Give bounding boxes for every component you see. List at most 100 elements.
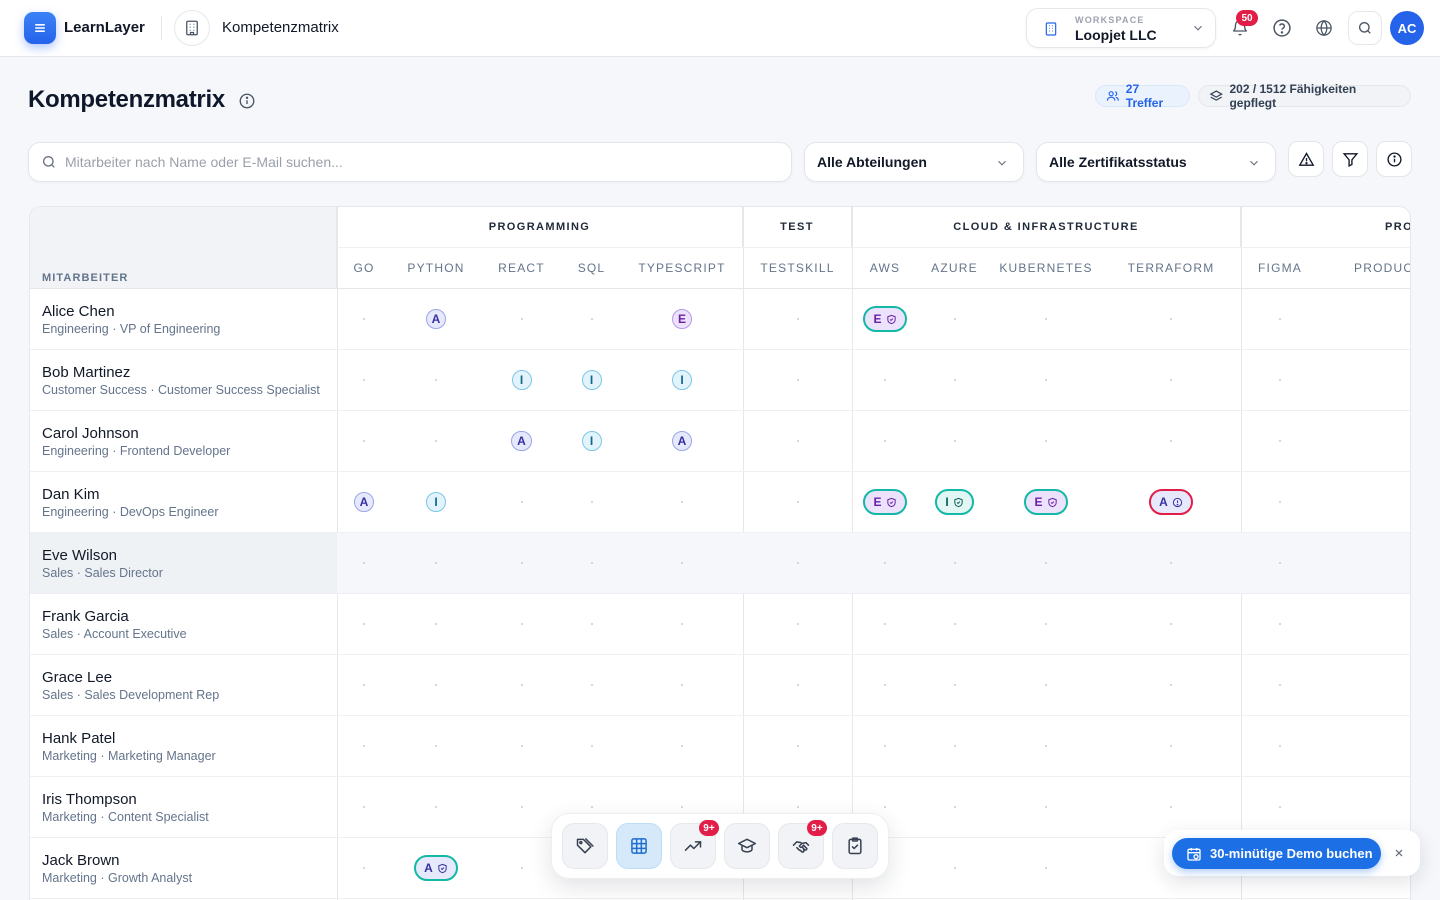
skill-cell[interactable]: [1319, 655, 1410, 715]
skill-cell[interactable]: [337, 594, 391, 654]
building-icon[interactable]: [174, 10, 210, 46]
certified-level-badge[interactable]: A: [414, 855, 458, 881]
certified-level-badge[interactable]: E: [863, 306, 907, 332]
skill-cell[interactable]: [337, 838, 391, 898]
skill-cell[interactable]: I: [918, 472, 991, 532]
certified-level-badge[interactable]: E: [863, 489, 907, 515]
skill-cell[interactable]: E: [852, 289, 918, 349]
skill-cell[interactable]: [1319, 533, 1410, 593]
skill-cell[interactable]: [1319, 777, 1410, 837]
skill-cell[interactable]: [1241, 777, 1319, 837]
skill-cell[interactable]: [562, 655, 621, 715]
level-badge[interactable]: A: [353, 492, 375, 512]
search-input[interactable]: [65, 143, 785, 181]
skill-cell[interactable]: [481, 655, 562, 715]
skill-cell[interactable]: [481, 716, 562, 776]
skill-cell[interactable]: [1241, 533, 1319, 593]
filter-button[interactable]: [1332, 141, 1368, 177]
employee-cell[interactable]: Bob Martinez Customer Success · Customer …: [30, 350, 337, 410]
skill-cell[interactable]: A: [391, 289, 481, 349]
skill-cell[interactable]: [391, 655, 481, 715]
skill-cell[interactable]: [852, 411, 918, 471]
legend-info-button[interactable]: [1376, 141, 1412, 177]
cert-status-select[interactable]: Alle Zertifikatsstatus: [1036, 142, 1276, 182]
skill-cell[interactable]: A: [621, 411, 743, 471]
level-badge[interactable]: A: [425, 309, 447, 329]
level-badge[interactable]: I: [672, 370, 692, 390]
skill-cell[interactable]: [743, 655, 852, 715]
table-row[interactable]: Dan Kim Engineering · DevOps Engineer A I E I…: [30, 472, 1410, 533]
employee-name[interactable]: Hank Patel: [42, 730, 116, 747]
skill-column-header[interactable]: PRODUCT I: [1319, 248, 1410, 289]
skill-cell[interactable]: [852, 655, 918, 715]
skill-cell[interactable]: A: [1101, 472, 1241, 532]
skill-cell[interactable]: [621, 716, 743, 776]
dock-button-graduation-cap[interactable]: [724, 823, 770, 869]
skill-cell[interactable]: [481, 472, 562, 532]
skill-cell[interactable]: [1241, 289, 1319, 349]
employee-cell[interactable]: Carol Johnson Engineering · Frontend Deve…: [30, 411, 337, 471]
skill-cell[interactable]: I: [621, 350, 743, 410]
table-row[interactable]: Bob Martinez Customer Success · Customer …: [30, 350, 1410, 411]
level-badge[interactable]: I: [581, 431, 602, 451]
skill-cell[interactable]: [481, 289, 562, 349]
skill-cell[interactable]: [337, 411, 391, 471]
department-select[interactable]: Alle Abteilungen: [804, 142, 1024, 182]
skill-cell[interactable]: I: [562, 350, 621, 410]
warning-filter-button[interactable]: [1288, 141, 1324, 177]
skill-cell[interactable]: [562, 716, 621, 776]
close-icon[interactable]: [1390, 844, 1408, 862]
skill-cell[interactable]: [1101, 411, 1241, 471]
skill-cell[interactable]: [852, 777, 918, 837]
dock-button-tags[interactable]: [562, 823, 608, 869]
skill-cell[interactable]: [1101, 716, 1241, 776]
skill-cell[interactable]: [481, 838, 562, 898]
skill-cell[interactable]: [743, 350, 852, 410]
skill-column-header[interactable]: KUBERNETES: [991, 248, 1101, 289]
skill-cell[interactable]: [991, 838, 1101, 898]
skill-column-header[interactable]: TESTSKILL: [743, 248, 852, 289]
skill-cell[interactable]: [391, 533, 481, 593]
skill-cell[interactable]: [337, 777, 391, 837]
skill-cell[interactable]: [743, 289, 852, 349]
help-icon[interactable]: [1266, 12, 1298, 44]
employee-cell[interactable]: Dan Kim Engineering · DevOps Engineer: [30, 472, 337, 532]
skill-cell[interactable]: [1101, 289, 1241, 349]
skill-column-header[interactable]: FIGMA: [1241, 248, 1319, 289]
skill-cell[interactable]: [391, 594, 481, 654]
skill-cell[interactable]: [1101, 350, 1241, 410]
skill-cell[interactable]: [562, 472, 621, 532]
skill-cell[interactable]: [1319, 594, 1410, 654]
skill-cell[interactable]: [852, 716, 918, 776]
skill-cell[interactable]: [562, 289, 621, 349]
skill-cell[interactable]: [743, 777, 852, 837]
skill-cell[interactable]: [852, 594, 918, 654]
skill-cell[interactable]: [1101, 594, 1241, 654]
skill-cell[interactable]: [1241, 350, 1319, 410]
level-badge[interactable]: I: [581, 370, 602, 390]
skill-column-header[interactable]: REACT: [481, 248, 562, 289]
skill-cell[interactable]: [1101, 655, 1241, 715]
employee-cell[interactable]: Alice Chen Engineering · VP of Engineerin…: [30, 289, 337, 349]
skill-cell[interactable]: [918, 411, 991, 471]
skill-cell[interactable]: [337, 350, 391, 410]
level-badge[interactable]: A: [511, 431, 532, 451]
skill-cell[interactable]: [918, 533, 991, 593]
skill-cell[interactable]: A: [481, 411, 562, 471]
skill-cell[interactable]: [621, 777, 743, 837]
dock-button-trending-up[interactable]: 9+: [670, 820, 719, 869]
skill-cell[interactable]: [991, 594, 1101, 654]
skill-cell[interactable]: [1241, 411, 1319, 471]
level-badge[interactable]: I: [426, 492, 446, 512]
skill-cell[interactable]: [852, 533, 918, 593]
skill-cell[interactable]: [918, 655, 991, 715]
table-row[interactable]: Carol Johnson Engineering · Frontend Deve…: [30, 411, 1410, 472]
skill-cell[interactable]: [918, 289, 991, 349]
skill-cell[interactable]: [562, 594, 621, 654]
info-icon[interactable]: [238, 92, 256, 115]
skill-cell[interactable]: [743, 716, 852, 776]
employee-name[interactable]: Jack Brown: [42, 852, 120, 869]
skill-cell[interactable]: A: [391, 838, 481, 898]
skill-cell[interactable]: [991, 533, 1101, 593]
skill-cell[interactable]: [1241, 655, 1319, 715]
